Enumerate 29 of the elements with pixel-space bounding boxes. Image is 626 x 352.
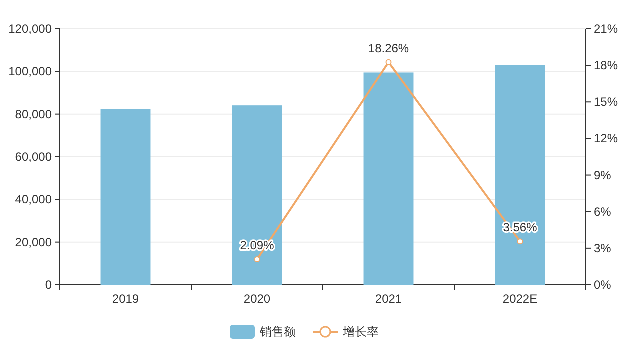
data-label: 18.26% xyxy=(368,41,410,56)
bar xyxy=(364,72,414,285)
x-tick-label: 2019 xyxy=(112,292,140,306)
y2-tick-label: 6% xyxy=(594,204,612,219)
y-tick-label: 120,000 xyxy=(8,22,52,36)
y-tick-label: 80,000 xyxy=(15,107,52,122)
y-tick-label: 60,000 xyxy=(15,150,52,164)
y2-tick-label: 18% xyxy=(594,58,618,73)
point xyxy=(386,59,392,66)
x-tick-label: 2021 xyxy=(375,292,402,306)
bar xyxy=(100,109,151,285)
bar xyxy=(495,65,546,285)
y-tick-label: 20,000 xyxy=(15,235,52,250)
x-tick-label: 2022E xyxy=(502,292,538,306)
y-tick-label: 40,000 xyxy=(15,192,52,207)
x-tick-label: 2020 xyxy=(244,292,271,306)
y2-tick-label: 0% xyxy=(594,278,612,292)
y-tick-label: 0 xyxy=(45,278,52,292)
legend-label: 销售额 xyxy=(259,325,296,339)
y2-tick-label: 3% xyxy=(594,241,612,256)
y-tick-label: 100,000 xyxy=(8,64,52,79)
y2-tick-label: 15% xyxy=(594,95,618,110)
y2-tick-label: 9% xyxy=(594,168,612,182)
bar xyxy=(232,106,282,285)
legend-label: 增长率 xyxy=(342,325,379,339)
y2-tick-label: 21% xyxy=(594,22,618,36)
point xyxy=(254,256,260,263)
y2-tick-label: 12% xyxy=(594,132,618,146)
point xyxy=(517,238,524,245)
